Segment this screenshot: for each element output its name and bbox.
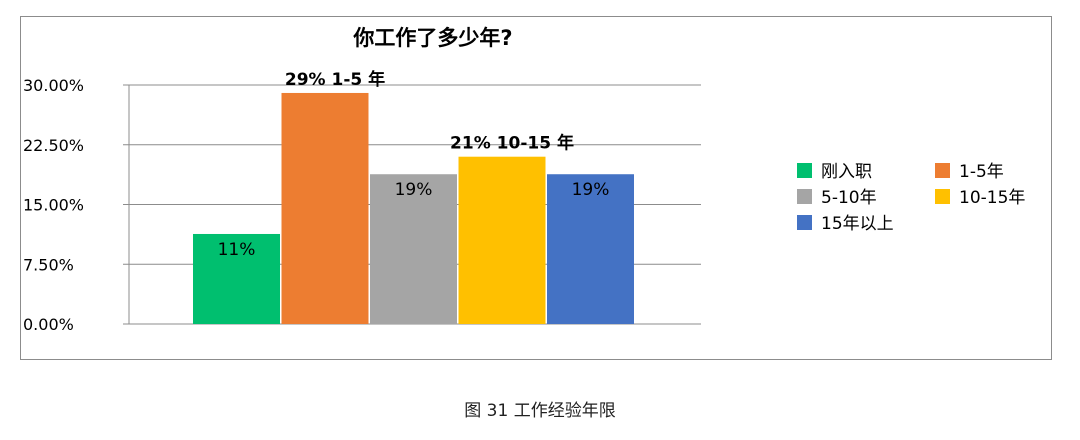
legend-swatch: [797, 215, 812, 230]
legend-swatch: [797, 163, 812, 178]
data-label-5: 19%: [572, 180, 610, 200]
figure-caption: 图 31 工作经验年限: [0, 396, 1080, 421]
legend-label: 1-5年: [959, 162, 1004, 182]
data-label-1: 11%: [218, 240, 256, 260]
data-label-4: 21% 10-15 年: [450, 133, 574, 154]
legend-swatch: [935, 189, 950, 204]
bar-1: [193, 233, 280, 324]
chart-title: 你工作了多少年?: [352, 26, 512, 50]
data-label-3: 19%: [395, 180, 433, 200]
legend-swatch: [935, 163, 950, 178]
legend-swatch: [797, 189, 812, 204]
bar-5: [547, 174, 634, 324]
bar-chart: 你工作了多少年? 0.00% 7.50% 15.00% 22.50% 30.00% 11% 2…: [23, 26, 1025, 334]
y-tick-label: 15.00%: [23, 196, 84, 215]
chart-frame: 你工作了多少年? 0.00% 7.50% 15.00% 22.50% 30.00% 11% 2…: [20, 16, 1052, 360]
bar-2: [281, 92, 369, 324]
bar-3: [370, 174, 457, 324]
legend-label: 15年以上: [821, 214, 894, 234]
legend-label: 刚入职: [821, 162, 872, 182]
legend-label: 5-10年: [821, 188, 877, 208]
y-tick-label: 22.50%: [23, 136, 84, 155]
y-tick-label: 30.00%: [23, 76, 84, 95]
figure-caption-text: 图 31 工作经验年限: [464, 401, 616, 421]
y-tick-label: 0.00%: [23, 315, 74, 334]
legend-label: 10-15年: [959, 188, 1025, 208]
y-tick-label: 7.50%: [23, 255, 74, 274]
bar-4: [458, 156, 546, 324]
data-label-2: 29% 1-5 年: [285, 69, 385, 90]
